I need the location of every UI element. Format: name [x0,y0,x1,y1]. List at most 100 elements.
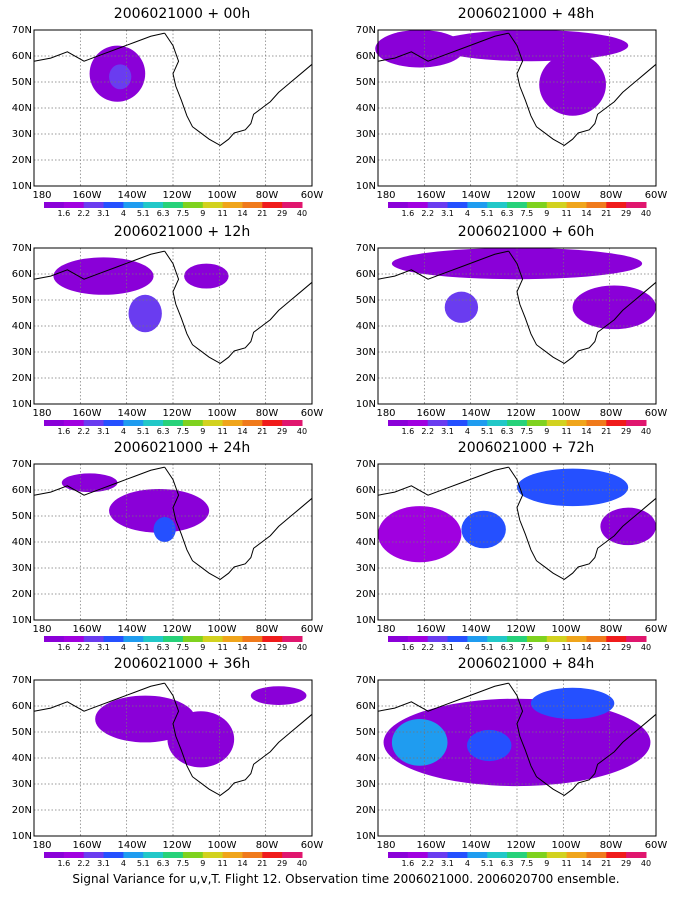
colorbar-label: 14 [237,209,247,218]
lon-tick-label: 60W [645,408,668,419]
colorbar-swatch [467,852,488,858]
colorbar-swatch [388,420,409,426]
colorbar-swatch [507,636,528,642]
coastline [33,466,165,496]
lat-tick-label: 30N [356,779,376,790]
panel-title: 2006021000 + 12h [113,224,251,240]
colorbar-label: 29 [621,209,631,218]
lat-tick-label: 40N [12,753,32,764]
colorbar-swatch [103,202,124,208]
map-panel: 2006021000 + 12h 70N 60N 50N 40N 30N 20N 10N 180… [12,224,352,439]
lon-tick-label: 160W [417,624,446,635]
coastline [33,682,165,712]
lon-tick-label: 180 [32,190,51,201]
colorbar-label: 11 [218,209,228,218]
coastline [377,682,509,712]
colorbar-label: 5.1 [481,209,494,218]
colorbar-label: 14 [581,427,591,436]
colorbar-label: 2.2 [421,859,434,868]
colorbar-label: 3.1 [97,209,110,218]
colorbar-label: 21 [601,643,611,652]
colorbar-swatch [407,636,429,642]
lon-tick-label: 100W [552,624,581,635]
colorbar-label: 9 [200,643,205,652]
colorbar-label: 29 [277,859,287,868]
colorbar-label: 21 [257,859,267,868]
lon-tick-label: 80W [600,624,623,635]
lat-tick-label: 60N [12,269,32,280]
lon-tick-label: 140W [118,408,147,419]
colorbar-swatch [123,202,144,208]
colorbar-label: 40 [297,859,307,868]
colorbar-label: 2.2 [77,209,90,218]
variance-shading [461,510,506,549]
lon-tick-label: 80W [256,840,279,851]
variance-shading [539,53,606,116]
map-panel: 2006021000 + 84h 70N 60N 50N 40N 30N 20N 10N 180… [356,656,692,871]
colorbar-label: 9 [544,427,549,436]
colorbar-swatch [202,636,224,642]
variance-shading [378,506,462,563]
lon-tick-label: 160W [417,190,446,201]
colorbar-label: 21 [257,643,267,652]
lat-tick-label: 20N [12,589,32,600]
colorbar-swatch [467,202,488,208]
lat-tick-label: 70N [12,243,32,254]
colorbar-swatch [606,202,627,208]
lat-tick-label: 40N [12,321,32,332]
colorbar-swatch [507,852,528,858]
lon-tick-label: 100W [552,190,581,201]
plot-frame [377,463,657,621]
coastline [508,682,657,797]
colorbar-swatch [447,202,468,208]
lon-tick-label: 180 [32,840,51,851]
colorbar-swatch [44,852,65,858]
colorbar-label: 11 [562,859,572,868]
colorbar-swatch [487,202,508,208]
lat-tick-label: 50N [356,77,376,88]
colorbar-swatch [143,202,164,208]
variance-shading [391,719,448,766]
colorbar-swatch [606,636,627,642]
colorbar-swatch [586,636,607,642]
colorbar-label: 6.3 [501,643,514,652]
colorbar-label: 3.1 [97,427,110,436]
colorbar-swatch [83,420,105,426]
lon-tick-label: 60W [301,408,324,419]
lat-tick-label: 20N [12,373,32,384]
colorbar-swatch [427,852,449,858]
lon-tick-label: 80W [600,190,623,201]
colorbar-label: 1.6 [57,209,70,218]
lat-tick-label: 70N [12,459,32,470]
plot-frame [377,679,657,837]
map-panel: 2006021000 + 72h 70N 60N 50N 40N 30N 20N 10N 180… [356,440,692,655]
map-panel: 2006021000 + 36h 70N 60N 50N 40N 30N 20N 10N 180… [12,656,352,871]
lat-tick-label: 60N [12,485,32,496]
colorbar-swatch [566,852,587,858]
colorbar-label: 9 [200,427,205,436]
colorbar-label: 21 [257,427,267,436]
colorbar-swatch [123,636,144,642]
lat-tick-label: 10N [12,615,32,626]
lon-tick-label: 160W [417,408,446,419]
colorbar-label: 7.5 [177,643,190,652]
colorbar-label: 4 [121,427,126,436]
lat-tick-label: 50N [356,511,376,522]
lat-tick-label: 60N [12,701,32,712]
variance-shading [466,729,512,762]
colorbar-label: 6.3 [157,859,170,868]
colorbar-swatch [626,636,647,642]
colorbar-label: 7.5 [177,859,190,868]
colorbar-label: 5.1 [481,859,494,868]
colorbar-label: 5.1 [137,427,150,436]
colorbar-swatch [63,852,85,858]
lon-tick-label: 140W [118,840,147,851]
colorbar-swatch [427,420,449,426]
coastline [377,32,509,62]
colorbar-swatch [262,420,283,426]
colorbar-label: 5.1 [137,643,150,652]
lon-tick-label: 80W [600,840,623,851]
colorbar-swatch [282,636,303,642]
colorbar-swatch [447,852,468,858]
colorbar-label: 6.3 [157,643,170,652]
